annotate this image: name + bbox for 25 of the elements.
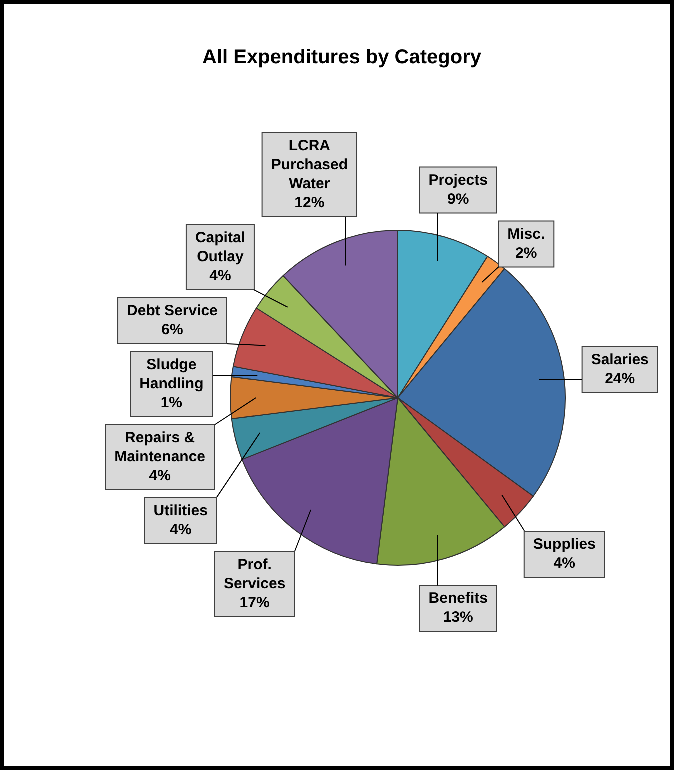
data-label: 4%: [149, 468, 171, 485]
data-label: 1%: [160, 394, 183, 412]
slice-label: Supplies: [533, 536, 596, 554]
slice-label: Prof. Services: [224, 556, 286, 593]
slice-label: Capital Outlay: [195, 230, 246, 266]
data-label: 13%: [443, 609, 474, 626]
data-label: 4%: [210, 268, 232, 285]
chart-title: All Expenditures by Category: [202, 46, 482, 69]
slice-label: Repairs & Maintenance: [114, 430, 206, 466]
slice-label: Benefits: [428, 590, 488, 608]
data-label: 17%: [240, 594, 270, 612]
data-label: 6%: [162, 322, 184, 339]
slice-label: Utilities: [154, 502, 208, 520]
slice-label: Sludge Handling: [140, 356, 204, 393]
slice-label: Debt Service: [127, 302, 218, 320]
data-label: 12%: [294, 194, 325, 212]
slice-label: Misc.: [508, 226, 546, 243]
data-label: 4%: [554, 555, 576, 572]
data-label: 24%: [605, 370, 636, 388]
data-label: 2%: [516, 244, 538, 262]
data-label: 4%: [170, 522, 192, 539]
data-label: 9%: [448, 190, 470, 208]
slice-label: Salaries: [591, 352, 649, 369]
slice-label: LCRA Purchased Water: [271, 138, 348, 193]
slice-label: Projects: [428, 172, 488, 189]
